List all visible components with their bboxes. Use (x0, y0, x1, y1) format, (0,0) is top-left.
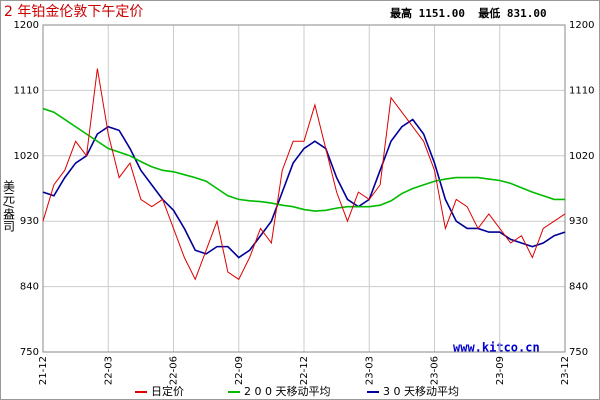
legend-label: 3 0 天移动平均 (383, 385, 459, 398)
x-tick-label: 22-03 (103, 356, 114, 385)
x-tick-label: 22-09 (234, 356, 245, 385)
y-tick-label-right: 750 (569, 347, 588, 358)
series-line (42, 107, 565, 212)
series-line (42, 68, 566, 281)
y-label: 美元/盎司 (2, 180, 16, 232)
y-tick-label: 1020 (14, 151, 39, 162)
y-tick-label-right: 1200 (569, 20, 594, 31)
y-tick-label-right: 930 (569, 216, 588, 227)
watermark: www.kitco.cn (453, 341, 540, 355)
x-tick-label: 21-12 (38, 356, 49, 385)
legend-label: 日定价 (151, 384, 184, 398)
y-tick-label: 840 (20, 282, 39, 293)
y-tick-label: 930 (20, 216, 39, 227)
y-tick-label-right: 840 (569, 282, 588, 293)
y-tick-label-right: 1020 (569, 151, 594, 162)
x-tick-label: 22-12 (299, 356, 310, 385)
x-tick-label: 23-06 (430, 356, 441, 385)
stats: 最高 1151.00 最低 831.00 (390, 6, 547, 20)
legend-label: 2 0 0 天移动平均 (244, 385, 331, 398)
x-tick-label: 23-12 (560, 356, 571, 385)
y-tick-label-right: 1110 (569, 85, 594, 96)
plot-border (42, 24, 566, 353)
y-tick-label: 1110 (14, 85, 39, 96)
y-tick-label: 1200 (14, 20, 39, 31)
y-tick-label: 750 (20, 347, 39, 358)
x-tick-label: 23-03 (364, 356, 375, 385)
chart-title: 2 年铂金伦敦下午定价 (4, 4, 143, 20)
x-tick-label: 23-09 (495, 356, 506, 385)
x-tick-label: 22-06 (169, 356, 180, 385)
